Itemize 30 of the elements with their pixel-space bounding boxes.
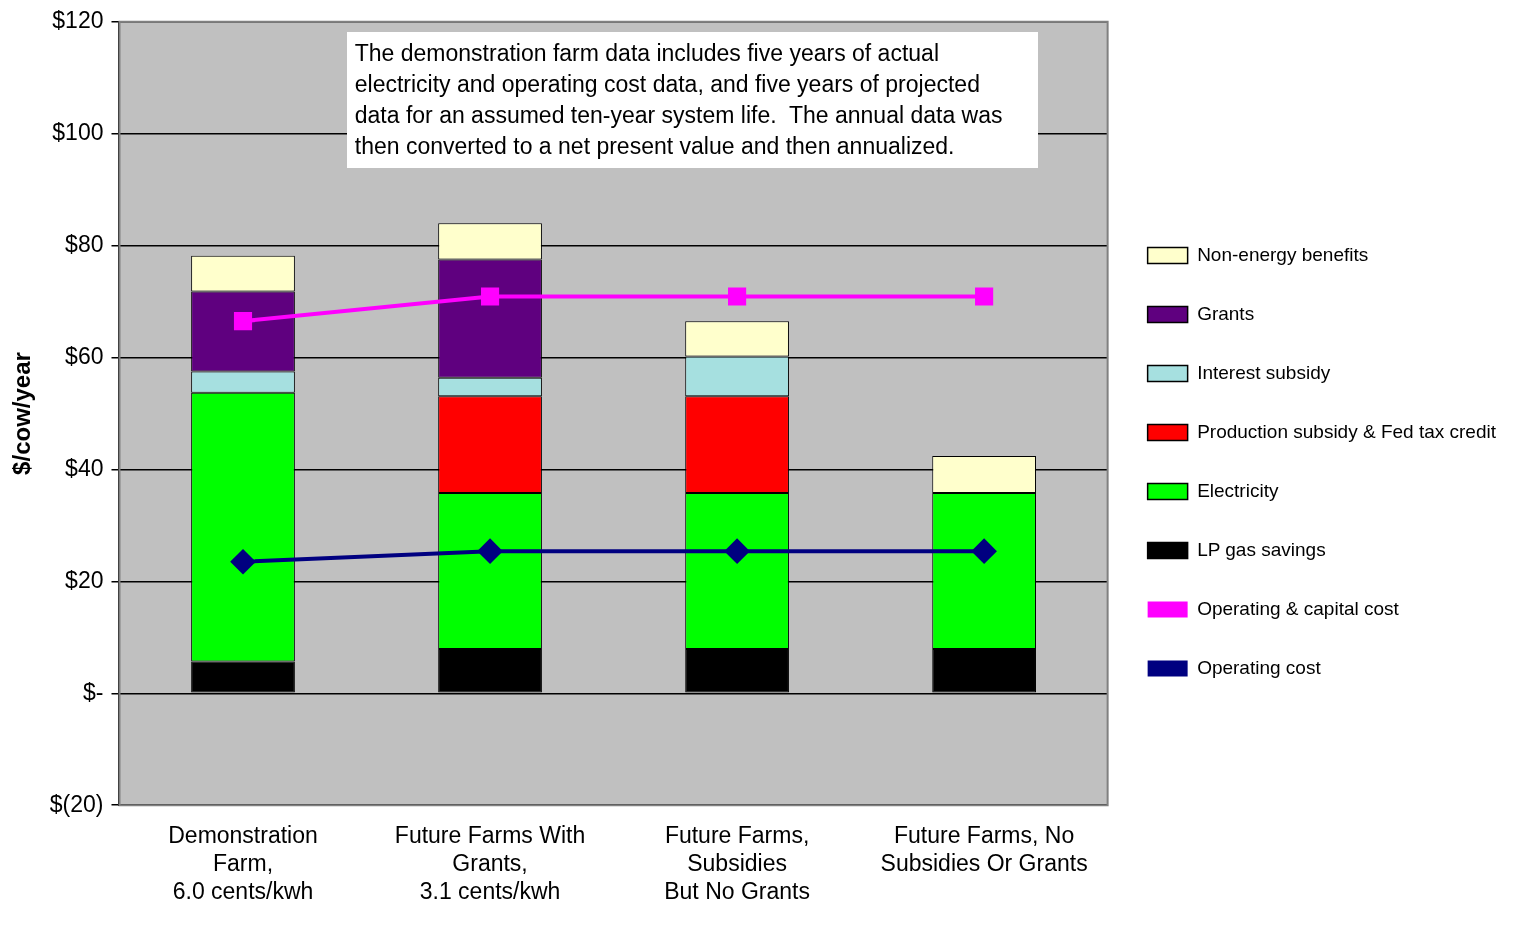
- y-tick-label: $60: [65, 342, 104, 369]
- y-tick-label: $-: [83, 678, 104, 705]
- point: [972, 539, 997, 564]
- x-tick-label: Demonstration Farm, 6.0 cents/kwh: [168, 822, 318, 904]
- annotation: The demonstration farm data includes five years of actual electricity and operating cost data, and five years of projected data for an assumed ten-year system life. The annual data was then converted to a net present value and then annualized.: [346, 31, 1039, 168]
- legend-label: Operating cost: [1197, 656, 1322, 678]
- y-tick-label: $(20): [49, 790, 104, 817]
- x-tick-label: Future Farms With Grants, 3.1 cents/kwh: [394, 822, 586, 904]
- x-tick-label: Future Farms, Subsidies But No Grants: [664, 822, 810, 904]
- point: [233, 312, 253, 331]
- point: [231, 549, 256, 574]
- y-axis-title: $/cow/year: [8, 352, 36, 475]
- legend-label: Non-energy benefits: [1197, 243, 1369, 265]
- point: [975, 287, 994, 306]
- legend-label: Electricity: [1197, 479, 1279, 501]
- point: [480, 287, 500, 306]
- point: [725, 539, 750, 564]
- legend-label: Production subsidy & Fed tax credit: [1197, 420, 1497, 442]
- point: [478, 539, 503, 564]
- legend-label: LP gas savings: [1197, 538, 1326, 560]
- legend-label: Operating & capital cost: [1197, 597, 1400, 619]
- legend-label: Grants: [1197, 302, 1255, 324]
- y-tick-label: $40: [65, 454, 104, 481]
- y-tick-label: $80: [65, 230, 104, 257]
- y-tick-label: $100: [52, 119, 104, 146]
- y-tick-label: $120: [52, 7, 104, 34]
- x-tick-label: Future Farms, No Subsidies Or Grants: [880, 822, 1088, 876]
- legend-label: Interest subsidy: [1197, 361, 1331, 383]
- point: [728, 287, 747, 306]
- y-tick-label: $20: [65, 566, 104, 593]
